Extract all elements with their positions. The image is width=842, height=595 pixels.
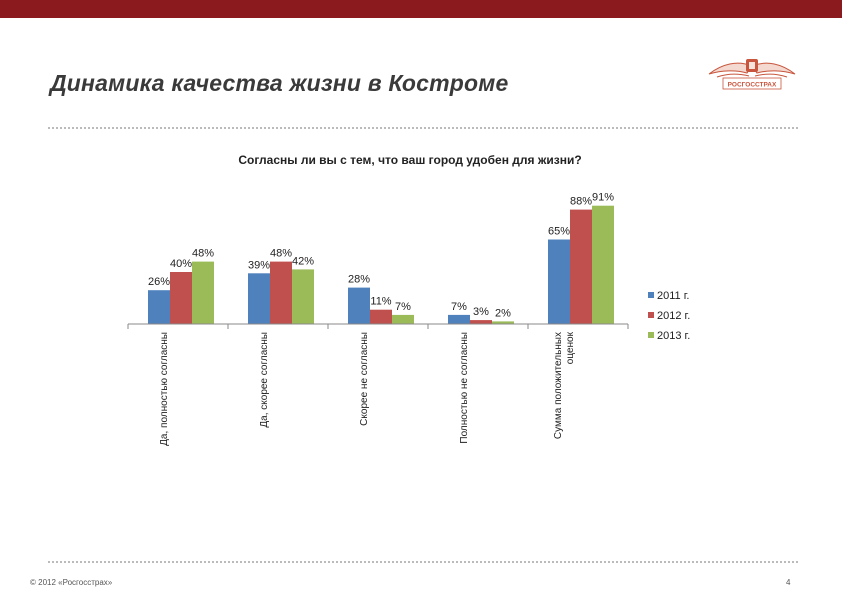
footer-copyright: © 2012 «Росгосстрах» bbox=[30, 578, 113, 587]
data-label: 65% bbox=[548, 226, 570, 238]
data-label: 39% bbox=[248, 259, 270, 271]
bar-2011г-3 bbox=[448, 314, 470, 324]
data-label: 28% bbox=[348, 274, 370, 286]
category-label: Да, скорее согласны bbox=[259, 332, 270, 428]
legend-swatch bbox=[648, 312, 654, 318]
bar-2011г-0 bbox=[148, 290, 170, 324]
data-label: 7% bbox=[451, 301, 467, 313]
data-label: 48% bbox=[270, 248, 292, 260]
legend-label: 2013 г. bbox=[657, 330, 690, 342]
bar-2012г-0 bbox=[170, 272, 192, 324]
bar-2012г-4 bbox=[570, 209, 592, 324]
page-number: 4 bbox=[786, 578, 791, 587]
data-label: 7% bbox=[395, 301, 411, 313]
bar-2011г-2 bbox=[348, 287, 370, 324]
bar-2011г-1 bbox=[248, 273, 270, 324]
bar-2012г-2 bbox=[370, 309, 392, 324]
legend-label: 2012 г. bbox=[657, 310, 690, 322]
category-label: оценок bbox=[565, 331, 576, 364]
data-label: 88% bbox=[570, 196, 592, 208]
logo-text: РОСГОССТРАХ bbox=[728, 82, 777, 89]
data-label: 2% bbox=[495, 307, 511, 319]
data-label: 48% bbox=[192, 248, 214, 260]
bar-2012г-3 bbox=[470, 320, 492, 324]
slide-title: Динамика качества жизни в Костроме bbox=[50, 70, 509, 96]
category-label: Скорее не согласны bbox=[359, 332, 370, 426]
category-label: Да, полностью согласны bbox=[159, 332, 170, 446]
data-label: 26% bbox=[148, 276, 170, 288]
legend-swatch bbox=[648, 292, 654, 298]
category-label: Полностью не согласны bbox=[459, 332, 470, 444]
data-label: 42% bbox=[292, 255, 314, 267]
bar-2013г-2 bbox=[392, 314, 414, 324]
bar-2013г-4 bbox=[592, 205, 614, 324]
legend-swatch bbox=[648, 332, 654, 338]
bar-2011г-4 bbox=[548, 239, 570, 324]
bar-2013г-0 bbox=[192, 261, 214, 324]
top-divider bbox=[48, 127, 798, 129]
bar-2013г-3 bbox=[492, 321, 514, 324]
category-label: Сумма положительных bbox=[553, 332, 564, 439]
legend-label: 2011 г. bbox=[657, 290, 689, 302]
bar-2013г-1 bbox=[292, 269, 314, 324]
top-bar bbox=[0, 0, 842, 18]
data-label: 11% bbox=[370, 296, 391, 308]
bar-2012г-1 bbox=[270, 261, 292, 324]
rosgosstrakh-logo: РОСГОССТРАХ bbox=[708, 59, 796, 90]
chart-title: Согласны ли вы с тем, что ваш город удоб… bbox=[238, 153, 581, 167]
data-label: 91% bbox=[592, 192, 614, 204]
data-label: 3% bbox=[473, 306, 489, 318]
bottom-divider bbox=[48, 561, 798, 563]
data-label: 40% bbox=[170, 258, 192, 270]
